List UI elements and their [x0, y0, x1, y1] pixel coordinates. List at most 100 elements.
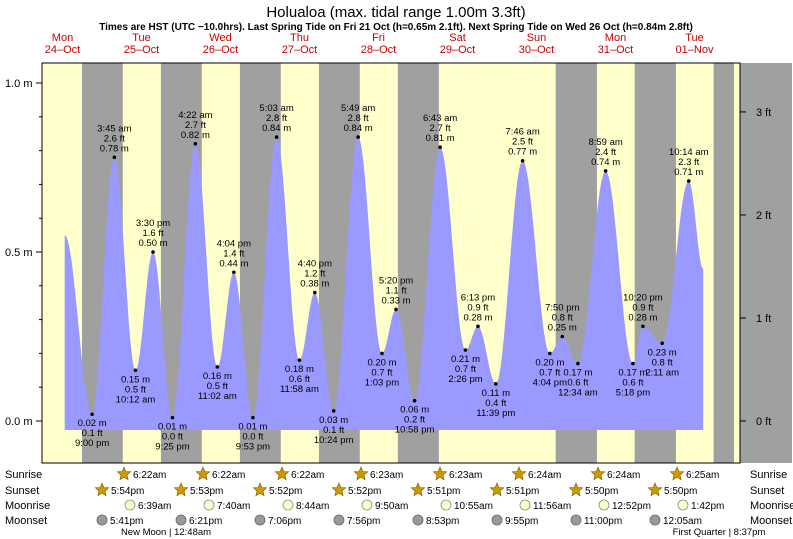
high-tide-label: 0.84 m	[262, 123, 291, 134]
low-tide-label: 0.5 ft	[207, 381, 228, 392]
high-tide-label: 6:43 am	[423, 113, 457, 124]
high-tide-label: 2.7 ft	[430, 123, 451, 134]
sunset-time: 5:50pm	[664, 486, 697, 497]
moonrise-icon	[282, 499, 294, 511]
high-tide-label: 1.4 ft	[223, 248, 244, 259]
high-tide-label: 0.50 m	[139, 238, 168, 249]
sunrise-time: 6:22am	[291, 470, 324, 481]
tide-point	[356, 135, 360, 139]
sunrise-icon	[195, 466, 211, 481]
high-tide-label: 7:46 am	[505, 127, 539, 138]
high-tide-label: 10:14 am	[669, 147, 709, 158]
row-label-left: Sunset	[5, 485, 39, 497]
sunset-icon	[94, 482, 110, 497]
tide-point	[331, 409, 336, 413]
moon-phase: New Moon | 12:48am	[121, 527, 211, 538]
tide-point	[313, 290, 317, 295]
high-tide-label: 0.81 m	[426, 133, 455, 144]
tide-point	[251, 415, 255, 420]
row-labels: Sunrise Sunrise Sunset Sunset Moonrise Moonri…	[5, 469, 793, 527]
low-tide-label: 9:53 pm	[236, 442, 270, 453]
high-tide-label: 0.8 ft	[552, 313, 573, 324]
day-name: Sun	[527, 32, 547, 44]
moonset-time: 7:06pm	[268, 516, 301, 527]
high-tide-label: 2.4 ft	[595, 147, 616, 158]
day-date: 30–Oct	[519, 44, 554, 56]
day-date: 24–Oct	[45, 44, 80, 56]
day-date: 31–Oct	[598, 44, 633, 56]
tide-point	[641, 324, 645, 329]
high-tide-label: 0.9 ft	[632, 302, 653, 313]
moonrise-time: 11:56am	[533, 501, 571, 512]
chart-subtitle: Times are HST (UTC −10.0hrs). Last Sprin…	[99, 22, 693, 33]
low-tide-label: 0.7 ft	[371, 367, 392, 378]
moonrise-time: 6:39am	[138, 501, 171, 512]
row-label-left: Sunrise	[5, 469, 42, 481]
tide-point	[193, 142, 198, 146]
day-headers: Mon24–OctTue25–OctWed26–OctThu27–OctFri2…	[45, 32, 714, 56]
moonrise-time: 12:52pm	[612, 501, 651, 512]
low-tide-label: 2:11 am	[645, 367, 679, 378]
sunrise-time: 6:24am	[607, 470, 640, 481]
moonrise-icon	[677, 499, 689, 511]
row-label-right: Moonrise	[750, 500, 793, 512]
tide-point	[686, 179, 691, 183]
high-tide-label: 7:50 pm	[545, 303, 579, 314]
sunrise-time: 6:24am	[528, 470, 561, 481]
high-tide-label: 1.6 ft	[142, 228, 163, 239]
moonrise-icon	[361, 499, 373, 511]
high-tide-label: 2.6 ft	[104, 133, 125, 144]
day-date: 27–Oct	[282, 44, 317, 56]
high-tide-label: 3:30 pm	[136, 218, 170, 229]
low-tide-label: 11:58 am	[280, 384, 319, 395]
low-tide-label: 0.1 ft	[323, 425, 344, 436]
sunrise-icon	[590, 466, 606, 481]
sunrise-icon	[353, 466, 369, 481]
moonset-time: 8:53pm	[426, 516, 459, 527]
moonrise-icon	[598, 499, 610, 511]
high-tide-label: 6:13 pm	[461, 292, 495, 303]
low-tide-label: 0.7 ft	[539, 367, 560, 378]
high-tide-label: 5:20 pm	[379, 275, 413, 286]
sunrise-icon	[669, 466, 685, 481]
moonset-icon	[491, 514, 503, 526]
high-tide-label: 2.8 ft	[266, 113, 287, 124]
tide-point	[560, 334, 565, 339]
row-label-left: Moonset	[5, 515, 47, 527]
sunrise-time: 6:22am	[212, 470, 245, 481]
sunset-time: 5:51pm	[427, 486, 460, 497]
moonrise-time: 8:44am	[296, 501, 329, 512]
night-band	[740, 63, 792, 463]
moonrise-icon	[124, 499, 136, 511]
high-tide-label: 0.25 m	[548, 323, 577, 334]
low-tide-label: 0.03 m	[319, 415, 348, 426]
low-tide-label: 0.1 ft	[82, 428, 103, 439]
low-tide-label: 0.06 m	[400, 405, 429, 416]
moonset-icon	[96, 514, 108, 526]
high-tide-label: 4:04 pm	[217, 238, 251, 249]
moonrise-icon	[440, 499, 452, 511]
low-tide-label: 0.6 ft	[622, 378, 643, 389]
row-label-right: Sunrise	[750, 469, 787, 481]
low-tide-label: 0.15 m	[121, 374, 150, 385]
tide-labels: 0.02 m0.1 ft9:00 pm3:45 am2.6 ft0.78 m0.…	[75, 103, 709, 453]
sunrise-icon	[511, 466, 527, 481]
moonset-time: 12:05am	[663, 516, 702, 527]
moonset-time: 7:56pm	[347, 516, 380, 527]
low-tide-label: 9:00 pm	[75, 438, 109, 449]
y-tick-label-m: 0.5 m	[5, 247, 33, 259]
sunrise-icon	[116, 466, 132, 481]
high-tide-label: 0.9 ft	[467, 302, 488, 313]
day-date: 01–Nov	[676, 44, 714, 56]
high-tide-label: 8:59 am	[588, 137, 622, 148]
tide-point	[660, 341, 664, 346]
y-tick-label-m: 1.0 m	[5, 78, 33, 90]
low-tide-label: 0.01 m	[158, 422, 187, 433]
low-tide-label: 1:03 pm	[365, 377, 399, 388]
low-tide-label: 0.20 m	[535, 357, 564, 368]
axes: 0.0 m 0.5 m 1.0 m 0 ft 1 ft 2 ft 3 ft	[5, 78, 771, 428]
sunrise-time: 6:23am	[449, 470, 482, 481]
day-date: 25–Oct	[124, 44, 159, 56]
high-tide-label: 0.28 m	[463, 312, 492, 323]
high-tide-label: 0.71 m	[674, 167, 703, 178]
